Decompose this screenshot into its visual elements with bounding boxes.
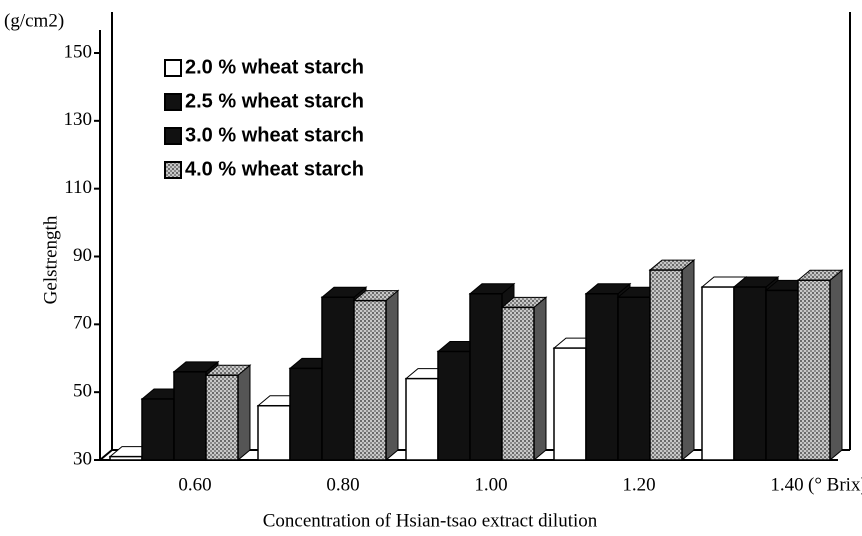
- bar: [204, 364, 252, 462]
- bar-face: [437, 350, 471, 461]
- y-tick-label: 50: [73, 381, 92, 402]
- bar-face: [353, 299, 387, 461]
- bar-face: [321, 296, 355, 461]
- bar: [796, 269, 844, 462]
- bar-face: [533, 296, 547, 462]
- bar-face: [205, 374, 239, 461]
- bar-face: [733, 286, 767, 461]
- y-axis-label: Gelstrength: [40, 215, 61, 304]
- x-tick-label: 1.40: [770, 474, 803, 495]
- bar-face: [681, 258, 695, 462]
- x-axis-label: Concentration of Hsian-tsao extract dilu…: [263, 510, 598, 531]
- bar-face: [701, 286, 735, 461]
- bar-face: [553, 347, 587, 461]
- y-tick-label: 130: [64, 109, 93, 130]
- bar-face: [289, 367, 323, 461]
- legend-label: 2.0 % wheat starch: [185, 56, 364, 78]
- legend-swatch: [164, 93, 182, 111]
- x-tick-label: 0.60: [178, 474, 211, 495]
- bar-face: [385, 289, 399, 462]
- bar-face: [617, 296, 651, 461]
- y-tick-label: 70: [73, 313, 92, 334]
- bar-face: [173, 371, 207, 461]
- legend-swatch: [164, 161, 182, 179]
- y-tick-label: 30: [73, 448, 92, 469]
- legend-label: 3.0 % wheat starch: [185, 124, 364, 146]
- bar-face: [585, 293, 619, 461]
- bar: [648, 258, 696, 462]
- bar-face: [109, 455, 143, 461]
- y-tick-label: 90: [73, 245, 92, 266]
- bar-face: [765, 289, 799, 461]
- bar: [352, 289, 400, 462]
- bar-face: [829, 269, 843, 462]
- bar: [500, 296, 548, 462]
- bar-face: [257, 404, 291, 461]
- bar-face: [649, 269, 683, 461]
- legend-label: 2.5 % wheat starch: [185, 90, 364, 112]
- bar-face: [797, 279, 831, 461]
- legend-swatch: [164, 127, 182, 145]
- bar-face: [405, 377, 439, 461]
- y-unit: (g/cm2): [4, 10, 64, 31]
- y-tick-label: 150: [64, 41, 93, 62]
- legend-swatch: [164, 59, 182, 77]
- bar-face: [141, 398, 175, 461]
- bar-face: [237, 364, 251, 462]
- bar-face: [469, 293, 503, 461]
- legend-label: 4.0 % wheat starch: [185, 158, 364, 180]
- y-tick-label: 110: [64, 177, 92, 198]
- x-tick-label: 1.20: [622, 474, 655, 495]
- x-tick-label: 1.00: [474, 474, 507, 495]
- bar-face: [501, 306, 535, 461]
- x-unit: (° Brix): [808, 474, 862, 495]
- x-tick-label: 0.80: [326, 474, 359, 495]
